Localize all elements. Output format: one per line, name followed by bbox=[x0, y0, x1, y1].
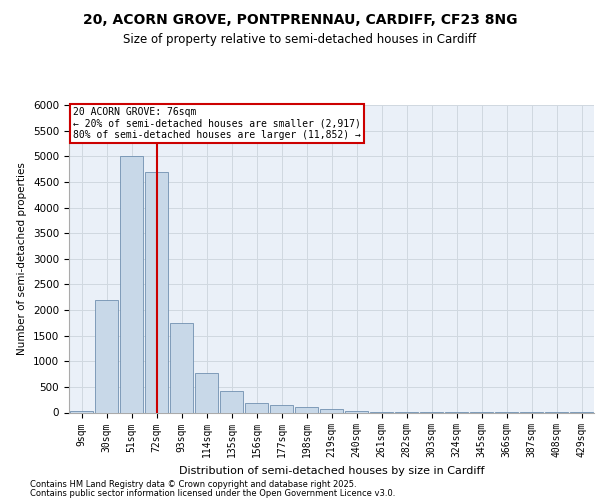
Bar bbox=[320, 410, 343, 412]
Bar bbox=[220, 391, 243, 412]
Bar bbox=[295, 407, 318, 412]
X-axis label: Distribution of semi-detached houses by size in Cardiff: Distribution of semi-detached houses by … bbox=[179, 466, 484, 476]
Bar bbox=[170, 323, 193, 412]
Text: Contains HM Land Registry data © Crown copyright and database right 2025.: Contains HM Land Registry data © Crown c… bbox=[30, 480, 356, 489]
Text: Size of property relative to semi-detached houses in Cardiff: Size of property relative to semi-detach… bbox=[124, 32, 476, 46]
Bar bbox=[195, 372, 218, 412]
Text: Contains public sector information licensed under the Open Government Licence v3: Contains public sector information licen… bbox=[30, 489, 395, 498]
Bar bbox=[270, 405, 293, 412]
Bar bbox=[70, 411, 93, 412]
Bar bbox=[145, 172, 168, 412]
Bar bbox=[95, 300, 118, 412]
Text: 20, ACORN GROVE, PONTPRENNAU, CARDIFF, CF23 8NG: 20, ACORN GROVE, PONTPRENNAU, CARDIFF, C… bbox=[83, 12, 517, 26]
Y-axis label: Number of semi-detached properties: Number of semi-detached properties bbox=[17, 162, 28, 355]
Bar bbox=[120, 156, 143, 412]
Bar bbox=[245, 402, 268, 412]
Text: 20 ACORN GROVE: 76sqm
← 20% of semi-detached houses are smaller (2,917)
80% of s: 20 ACORN GROVE: 76sqm ← 20% of semi-deta… bbox=[73, 106, 361, 140]
Bar bbox=[345, 411, 368, 412]
